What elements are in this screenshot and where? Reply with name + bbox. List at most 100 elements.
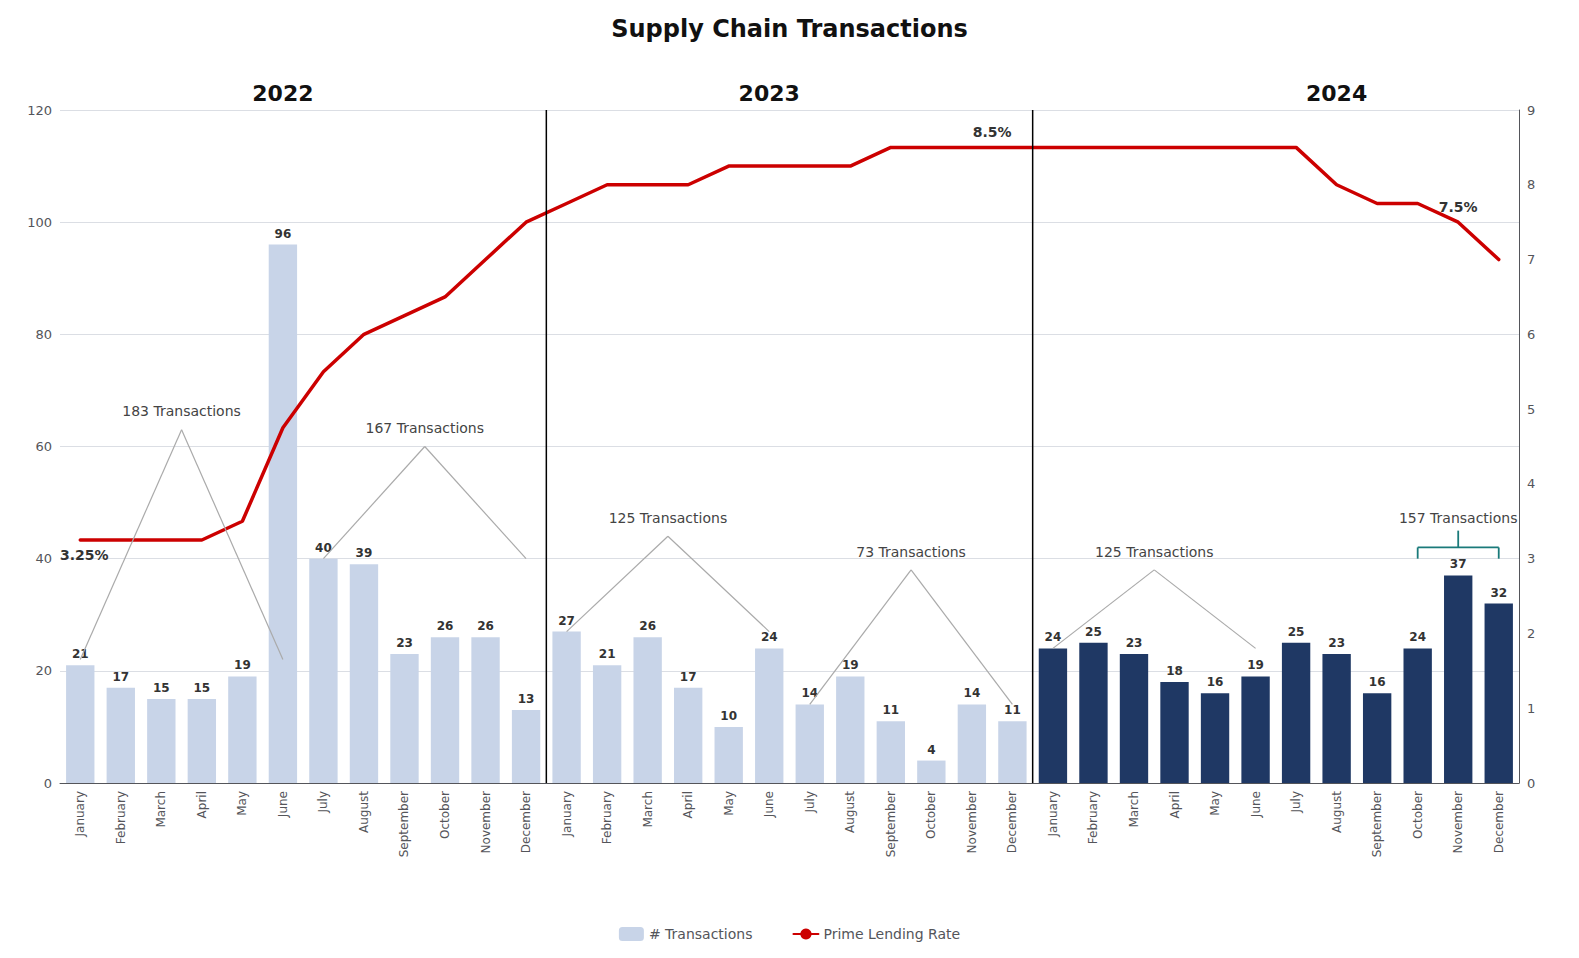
svg-text:14: 14 xyxy=(801,686,818,700)
svg-text:80: 80 xyxy=(35,327,52,342)
svg-text:1: 1 xyxy=(1527,701,1535,716)
svg-text:October: October xyxy=(438,791,452,839)
svg-text:37: 37 xyxy=(1450,557,1467,571)
svg-text:73 Transactions: 73 Transactions xyxy=(856,544,966,560)
svg-text:September: September xyxy=(884,791,898,857)
svg-text:2023: 2023 xyxy=(739,81,800,106)
svg-text:25: 25 xyxy=(1085,625,1102,639)
svg-text:June: June xyxy=(762,791,776,818)
svg-text:May: May xyxy=(235,791,249,816)
svg-text:167 Transactions: 167 Transactions xyxy=(365,420,484,436)
svg-text:20: 20 xyxy=(35,663,52,678)
svg-text:19: 19 xyxy=(842,658,859,672)
svg-text:August: August xyxy=(843,791,857,833)
svg-text:2022: 2022 xyxy=(252,81,313,106)
svg-text:August: August xyxy=(1330,791,1344,833)
svg-text:8: 8 xyxy=(1527,177,1535,192)
svg-text:96: 96 xyxy=(275,227,292,241)
svg-text:January: January xyxy=(1046,791,1060,838)
svg-text:19: 19 xyxy=(1247,658,1264,672)
svg-text:November: November xyxy=(965,791,979,853)
svg-text:December: December xyxy=(1492,791,1506,853)
svg-text:7: 7 xyxy=(1527,252,1535,267)
svg-text:January: January xyxy=(73,791,87,838)
svg-text:April: April xyxy=(195,791,209,818)
svg-text:June: June xyxy=(1249,791,1263,818)
svg-text:June: June xyxy=(276,791,290,818)
svg-text:4: 4 xyxy=(1527,476,1535,491)
svg-text:July: July xyxy=(1289,791,1303,814)
svg-text:11: 11 xyxy=(882,703,899,717)
svg-text:11: 11 xyxy=(1004,703,1021,717)
svg-text:23: 23 xyxy=(1328,636,1345,650)
svg-text:23: 23 xyxy=(396,636,413,650)
svg-text:17: 17 xyxy=(112,670,129,684)
svg-text:15: 15 xyxy=(153,681,170,695)
svg-text:February: February xyxy=(114,791,128,844)
svg-text:February: February xyxy=(1086,791,1100,844)
svg-text:2: 2 xyxy=(1527,626,1535,641)
svg-text:25: 25 xyxy=(1288,625,1305,639)
svg-text:November: November xyxy=(479,791,493,853)
svg-text:125 Transactions: 125 Transactions xyxy=(1095,544,1214,560)
svg-text:January: January xyxy=(560,791,574,838)
svg-text:21: 21 xyxy=(599,647,616,661)
svg-text:24: 24 xyxy=(1409,630,1426,644)
svg-text:32: 32 xyxy=(1490,586,1507,600)
svg-text:17: 17 xyxy=(680,670,697,684)
svg-text:13: 13 xyxy=(518,692,535,706)
svg-text:0: 0 xyxy=(1527,776,1535,791)
svg-text:60: 60 xyxy=(35,439,52,454)
svg-text:26: 26 xyxy=(477,619,494,633)
svg-text:0: 0 xyxy=(44,776,52,791)
svg-text:July: July xyxy=(316,791,330,814)
svg-text:September: September xyxy=(1370,791,1384,857)
svg-text:6: 6 xyxy=(1527,327,1535,342)
svg-text:26: 26 xyxy=(639,619,656,633)
svg-text:May: May xyxy=(1208,791,1222,816)
svg-text:December: December xyxy=(519,791,533,853)
svg-text:2024: 2024 xyxy=(1306,81,1367,106)
svg-text:March: March xyxy=(1127,791,1141,828)
svg-text:3: 3 xyxy=(1527,551,1535,566)
svg-text:100: 100 xyxy=(27,215,52,230)
svg-text:24: 24 xyxy=(761,630,778,644)
svg-text:August: August xyxy=(357,791,371,833)
svg-text:7.5%: 7.5% xyxy=(1439,199,1478,215)
svg-text:16: 16 xyxy=(1207,675,1224,689)
svg-text:March: March xyxy=(154,791,168,828)
svg-text:24: 24 xyxy=(1045,630,1062,644)
svg-text:23: 23 xyxy=(1126,636,1143,650)
svg-text:April: April xyxy=(681,791,695,818)
svg-text:19: 19 xyxy=(234,658,251,672)
svg-text:39: 39 xyxy=(356,546,373,560)
svg-text:November: November xyxy=(1451,791,1465,853)
svg-text:Prime Lending Rate: Prime Lending Rate xyxy=(823,926,960,942)
svg-text:April: April xyxy=(1168,791,1182,818)
svg-text:15: 15 xyxy=(193,681,210,695)
svg-text:10: 10 xyxy=(720,709,737,723)
svg-text:26: 26 xyxy=(437,619,454,633)
svg-text:5: 5 xyxy=(1527,402,1535,417)
svg-text:183 Transactions: 183 Transactions xyxy=(122,403,241,419)
svg-text:Supply Chain Transactions: Supply Chain Transactions xyxy=(611,15,968,43)
svg-text:16: 16 xyxy=(1369,675,1386,689)
svg-text:8.5%: 8.5% xyxy=(973,124,1012,140)
svg-text:157 Transactions: 157 Transactions xyxy=(1399,510,1518,526)
svg-text:May: May xyxy=(722,791,736,816)
svg-text:October: October xyxy=(924,791,938,839)
svg-text:40: 40 xyxy=(35,551,52,566)
svg-text:125 Transactions: 125 Transactions xyxy=(609,510,728,526)
svg-text:14: 14 xyxy=(964,686,981,700)
svg-text:9: 9 xyxy=(1527,103,1535,118)
svg-text:18: 18 xyxy=(1166,664,1183,678)
svg-text:120: 120 xyxy=(27,103,52,118)
svg-text:February: February xyxy=(600,791,614,844)
svg-text:July: July xyxy=(803,791,817,814)
svg-text:December: December xyxy=(1005,791,1019,853)
svg-text:October: October xyxy=(1411,791,1425,839)
svg-text:September: September xyxy=(397,791,411,857)
svg-text:4: 4 xyxy=(927,743,935,757)
svg-text:March: March xyxy=(641,791,655,828)
svg-text:# Transactions: # Transactions xyxy=(649,926,753,942)
